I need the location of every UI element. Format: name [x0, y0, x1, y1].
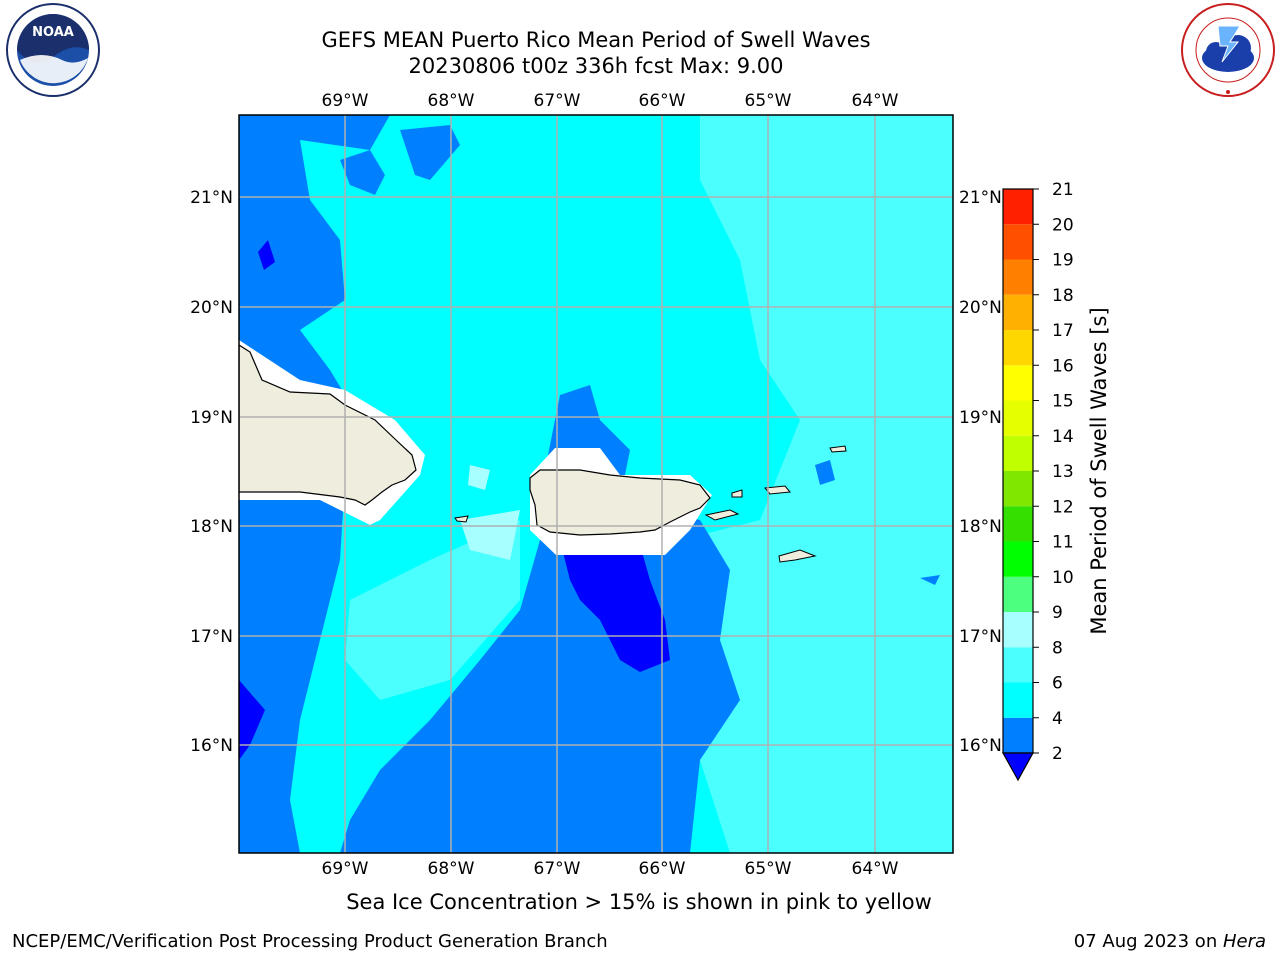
- lat-label-left: 20°N: [190, 298, 233, 318]
- colorbar-tick-label: 18: [1052, 286, 1074, 306]
- colorbar-segment: [1003, 612, 1033, 648]
- lat-label-left: 18°N: [190, 517, 233, 537]
- colorbar-tick-label: 6: [1052, 674, 1063, 694]
- colorbar-segment: [1003, 717, 1033, 753]
- colorbar-under-triangle: [1001, 752, 1035, 782]
- colorbar-segment: [1003, 294, 1033, 330]
- nws-logo-icon: [1181, 3, 1275, 97]
- lon-label-top: 66°W: [639, 91, 686, 111]
- colorbar-tick-label: 20: [1052, 215, 1074, 235]
- footer-date-text: 07 Aug 2023 on: [1073, 931, 1223, 952]
- colorbar-tick-label: 10: [1052, 568, 1074, 588]
- footer-branch: NCEP/EMC/Verification Post Processing Pr…: [12, 931, 608, 952]
- lat-label-right: 18°N: [959, 517, 1002, 537]
- colorbar-tick-label: 12: [1052, 497, 1074, 517]
- contour-east: [680, 115, 953, 853]
- map-title: GEFS MEAN Puerto Rico Mean Period of Swe…: [321, 28, 871, 52]
- lon-label-top: 64°W: [852, 91, 899, 111]
- colorbar-segment: [1003, 435, 1033, 471]
- colorbar-segment: [1003, 330, 1033, 366]
- lat-label-left: 19°N: [190, 408, 233, 428]
- land-small-island: [704, 509, 740, 521]
- colorbar-tick-label: 16: [1052, 356, 1074, 376]
- colorbar-label: Mean Period of Swell Waves [s]: [1087, 307, 1111, 634]
- colorbar-segment: [1003, 400, 1033, 436]
- colorbar-segment: [1003, 647, 1033, 683]
- lat-label-left: 21°N: [190, 188, 233, 208]
- contour-sw: [345, 520, 520, 700]
- contour-north-1: [400, 125, 460, 180]
- land-small-island: [454, 515, 469, 523]
- noaa-logo-text: NOAA: [32, 25, 74, 40]
- lon-label-top: 65°W: [745, 91, 792, 111]
- lon-label-top: 68°W: [428, 91, 475, 111]
- map-subtitle: 20230806 t00z 336h fcst Max: 9.00: [408, 54, 784, 78]
- swell-period-field: [239, 115, 953, 853]
- colorbar-segment: [1003, 541, 1033, 577]
- contour-south-central: [340, 385, 740, 853]
- noaa-logo-icon: NOAA: [6, 3, 100, 97]
- colorbar-segment: [1003, 576, 1033, 612]
- lon-label-bottom: 67°W: [534, 859, 581, 879]
- land-small-island: [731, 489, 743, 498]
- colorbar-tick-label: 17: [1052, 321, 1074, 341]
- colorbar-tick-label: 9: [1052, 603, 1063, 623]
- colorbar-segment: [1003, 682, 1033, 718]
- contour-dark-1: [258, 240, 275, 270]
- colorbar-segment: [1003, 365, 1033, 401]
- sea-ice-caption: Sea Ice Concentration > 15% is shown in …: [346, 890, 932, 914]
- lon-label-top: 69°W: [322, 91, 369, 111]
- colorbar-tick-label: 13: [1052, 462, 1074, 482]
- colorbar-tick-label: 11: [1052, 533, 1074, 553]
- lat-label-right: 17°N: [959, 627, 1002, 647]
- lon-label-bottom: 65°W: [745, 859, 792, 879]
- lon-label-top: 67°W: [534, 91, 581, 111]
- lon-label-bottom: 64°W: [852, 859, 899, 879]
- colorbar-tick-label: 19: [1052, 251, 1074, 271]
- colorbar-segment: [1003, 189, 1033, 225]
- lon-label-bottom: 69°W: [322, 859, 369, 879]
- lat-label-right: 19°N: [959, 408, 1002, 428]
- land-hispaniola: [239, 344, 417, 506]
- lon-label-bottom: 68°W: [428, 859, 475, 879]
- contour-small-2: [920, 575, 940, 585]
- colorbar-tick-label: 4: [1052, 709, 1063, 729]
- colorbar-segment: [1003, 224, 1033, 260]
- lat-label-left: 16°N: [190, 736, 233, 756]
- contour-north-2: [340, 150, 385, 195]
- colorbar-tick-label: 8: [1052, 638, 1063, 658]
- contour-pale-2: [468, 465, 490, 490]
- contour-dark-west: [239, 680, 265, 760]
- colorbar-segment: [1003, 506, 1033, 542]
- colorbar-segment: [1003, 471, 1033, 507]
- land-small-island: [778, 549, 817, 563]
- land-small-island: [829, 445, 847, 453]
- lon-label-bottom: 66°W: [639, 859, 686, 879]
- colorbar-tick-label: 21: [1052, 180, 1074, 200]
- colorbar-tick-label: 15: [1052, 392, 1074, 412]
- map-frame: [238, 114, 954, 854]
- lat-label-left: 17°N: [190, 627, 233, 647]
- colorbar-tick-label: 2: [1052, 744, 1063, 764]
- footer-date: 07 Aug 2023 on Hera: [1074, 931, 1266, 952]
- footer-host: Hera: [1222, 931, 1266, 952]
- contour-small-1: [815, 460, 835, 485]
- contour-pale-1: [460, 510, 520, 560]
- lat-label-right: 21°N: [959, 188, 1002, 208]
- colorbar-segment: [1003, 259, 1033, 295]
- lat-label-right: 16°N: [959, 736, 1002, 756]
- colorbar-tick-label: 14: [1052, 427, 1074, 447]
- lat-label-right: 20°N: [959, 298, 1002, 318]
